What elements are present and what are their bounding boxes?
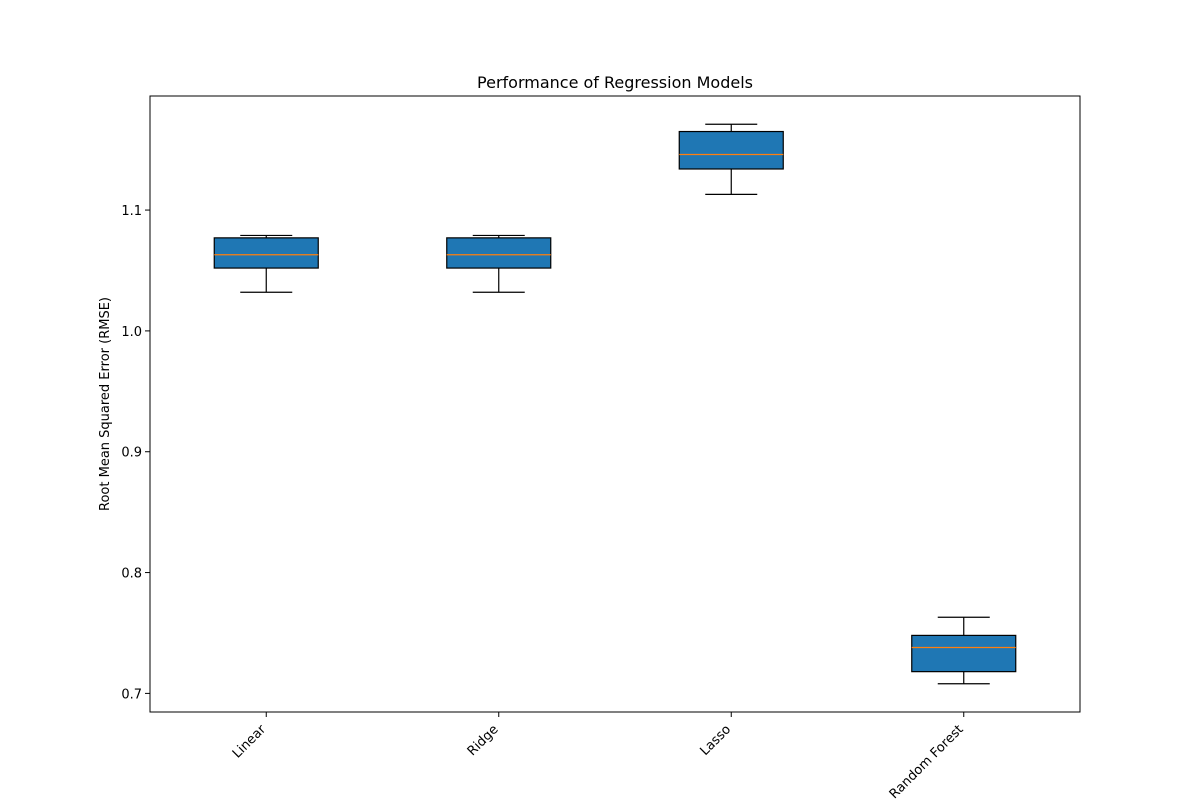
y-tick-label: 0.9: [121, 446, 142, 461]
y-tick-label: 0.7: [121, 687, 142, 702]
box-ridge: [446, 237, 552, 269]
y-tick-label: 1.0: [121, 325, 142, 340]
axes-frame: [149, 95, 1081, 713]
box-random-forest: [911, 634, 1017, 673]
box-lasso: [678, 130, 784, 170]
y-tick-label: 0.8: [121, 567, 142, 582]
y-tick-label: 1.1: [121, 204, 142, 219]
y-axis-label: Root Mean Squared Error (RMSE): [98, 297, 113, 511]
box-linear: [213, 237, 319, 269]
chart-title: Performance of Regression Models: [477, 73, 753, 92]
